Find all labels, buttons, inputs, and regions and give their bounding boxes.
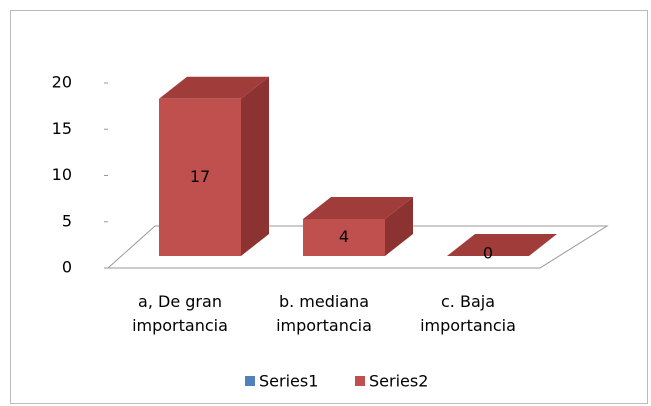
bar-side [241, 76, 269, 256]
bar-top [447, 234, 557, 256]
bar [159, 76, 269, 256]
y-tick-label: 0 [62, 258, 72, 277]
data-label: 4 [339, 227, 349, 246]
bar [447, 234, 557, 256]
bar [303, 197, 413, 256]
bar-top [303, 197, 413, 219]
legend-label: Series1 [259, 372, 318, 391]
bar-front [159, 98, 241, 256]
data-label: 0 [483, 244, 493, 263]
x-tick-label: c. Baja importancia [420, 292, 516, 335]
bar-side [385, 197, 413, 256]
y-tick-label: 15 [52, 119, 72, 138]
x-tick-label: a, De gran importancia [132, 292, 228, 335]
bar-front [303, 219, 385, 256]
legend-swatch [245, 376, 255, 386]
bar-top [159, 76, 269, 99]
legend-swatch [355, 376, 365, 386]
x-tick-label: b. mediana importancia [276, 292, 372, 335]
y-tick-label: 5 [62, 211, 72, 230]
data-label: 17 [190, 167, 210, 186]
y-tick-label: 10 [52, 165, 72, 184]
legend-label: Series2 [369, 372, 428, 391]
y-tick-label: 20 [52, 73, 72, 92]
